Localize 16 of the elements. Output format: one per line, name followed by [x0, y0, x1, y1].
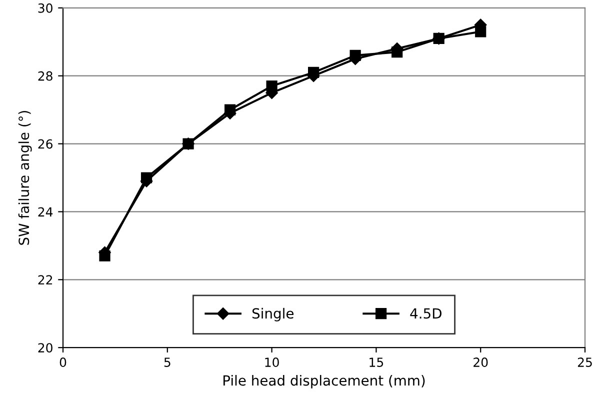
y-tick-label: 28 — [38, 71, 52, 81]
y-tick-label: 30 — [38, 3, 52, 13]
x-tick-label: 20 — [474, 358, 488, 367]
y-axis-title: SW failure angle (°) — [18, 110, 32, 245]
y-tick-label: 26 — [38, 139, 52, 149]
y-tick-label: 24 — [38, 207, 53, 216]
y-tick-label: 22 — [38, 275, 52, 284]
y-tick-label: 20 — [38, 343, 52, 353]
x-tick-label: 25 — [578, 358, 592, 367]
x-tick-label: 0 — [60, 358, 66, 367]
x-tick-label: 10 — [265, 358, 279, 367]
x-tick-label: 5 — [164, 358, 170, 367]
x-axis-title: Pile head displacement (mm) — [223, 374, 425, 388]
legend-label: 4.5D — [410, 308, 442, 319]
legend-label: Single — [252, 308, 294, 322]
x-tick-label: 15 — [370, 358, 384, 367]
